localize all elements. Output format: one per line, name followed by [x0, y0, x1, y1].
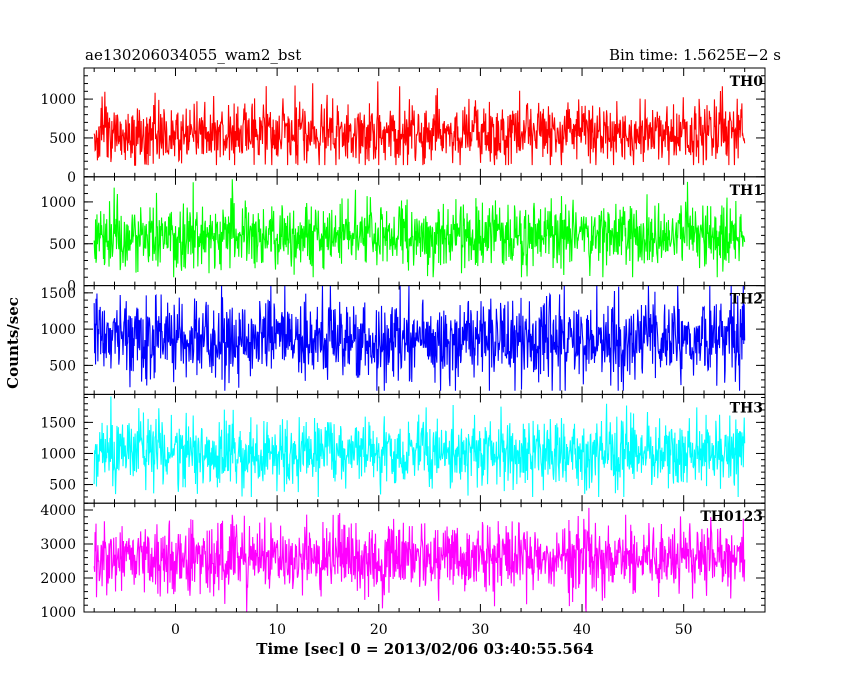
y-tick-label: 2000	[40, 571, 76, 587]
y-tick-label: 1000	[40, 605, 76, 621]
panel-th0123: 1000 2000 3000 4000 TH0123	[40, 502, 766, 621]
series-line-th3	[93, 396, 746, 497]
panel-th0: 0 500 1000 TH0	[40, 67, 766, 186]
x-tick-label: 10	[268, 622, 286, 638]
panel-label-th1: TH1	[730, 183, 763, 199]
y-tick-label: 1000	[40, 92, 76, 108]
y-tick-label: 3000	[40, 537, 76, 553]
y-tick-label: 1000	[40, 322, 76, 338]
panel-label-th0: TH0	[730, 74, 764, 90]
series-line-th1	[93, 179, 746, 278]
series-line-th2	[93, 285, 746, 391]
chart-title: ae130206034055_wam2_bst	[85, 46, 301, 64]
panel-label-th2: TH2	[730, 292, 763, 308]
y-tick-label: 1000	[40, 195, 76, 211]
y-tick-label: 1000	[40, 446, 76, 462]
y-tick-label: 500	[49, 131, 76, 147]
series-line-th0123	[93, 507, 746, 613]
bin-time-label: Bin time: 1.5625E−2 s	[609, 46, 781, 64]
x-tick-label: 0	[171, 622, 180, 638]
y-tick-label: 4000	[40, 503, 76, 519]
y-tick-label: 0	[67, 170, 76, 186]
y-tick-label: 1500	[40, 415, 76, 431]
x-tick-label: 20	[370, 622, 388, 638]
y-tick-label: 0	[67, 279, 76, 295]
x-tick-label: 30	[471, 622, 489, 638]
series-line-th0	[93, 81, 746, 166]
x-tick-label: 40	[573, 622, 591, 638]
panel-label-th0123: TH0123	[700, 509, 763, 525]
panel-th1: 0 500 1000 TH1	[40, 176, 766, 295]
y-tick-label: 500	[49, 237, 76, 253]
y-axis-label: Counts/sec	[4, 297, 22, 389]
x-axis-label: Time [sec] 0 = 2013/02/06 03:40:55.564	[256, 640, 593, 658]
y-tick-label: 500	[49, 478, 76, 494]
panel-label-th3: TH3	[730, 400, 763, 416]
x-tick-label: 50	[675, 622, 693, 638]
y-tick-label: 1500	[40, 286, 76, 302]
panel-th2: 500 1000 1500 TH2	[40, 285, 766, 395]
panel-th3: 500 1000 1500 TH3	[40, 393, 766, 504]
y-tick-label: 500	[49, 358, 76, 374]
